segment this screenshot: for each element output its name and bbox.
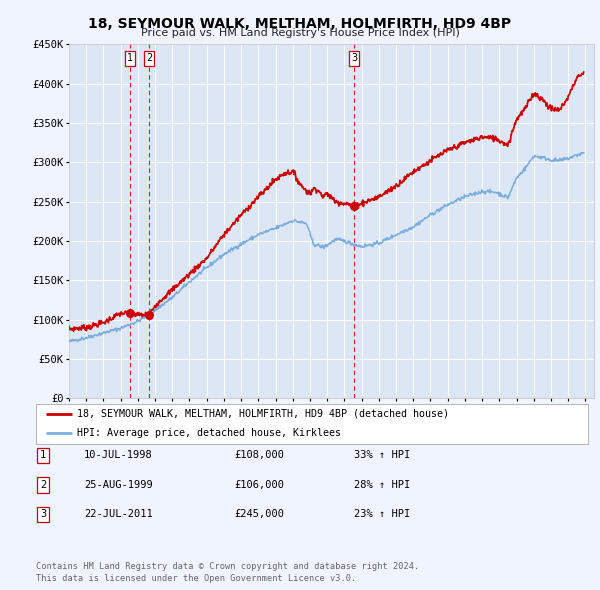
Text: 2: 2 <box>40 480 46 490</box>
Text: Price paid vs. HM Land Registry's House Price Index (HPI): Price paid vs. HM Land Registry's House … <box>140 28 460 38</box>
Text: HPI: Average price, detached house, Kirklees: HPI: Average price, detached house, Kirk… <box>77 428 341 438</box>
Text: 25-AUG-1999: 25-AUG-1999 <box>84 480 153 490</box>
Text: 10-JUL-1998: 10-JUL-1998 <box>84 451 153 460</box>
Text: 33% ↑ HPI: 33% ↑ HPI <box>354 451 410 460</box>
Text: 18, SEYMOUR WALK, MELTHAM, HOLMFIRTH, HD9 4BP: 18, SEYMOUR WALK, MELTHAM, HOLMFIRTH, HD… <box>88 17 512 31</box>
Text: 28% ↑ HPI: 28% ↑ HPI <box>354 480 410 490</box>
Text: £245,000: £245,000 <box>234 510 284 519</box>
Text: 3: 3 <box>40 510 46 519</box>
Text: 3: 3 <box>351 54 357 63</box>
Text: 23% ↑ HPI: 23% ↑ HPI <box>354 510 410 519</box>
Text: 18, SEYMOUR WALK, MELTHAM, HOLMFIRTH, HD9 4BP (detached house): 18, SEYMOUR WALK, MELTHAM, HOLMFIRTH, HD… <box>77 409 449 419</box>
Text: 1: 1 <box>40 451 46 460</box>
Text: Contains HM Land Registry data © Crown copyright and database right 2024.
This d: Contains HM Land Registry data © Crown c… <box>36 562 419 583</box>
Text: 22-JUL-2011: 22-JUL-2011 <box>84 510 153 519</box>
Text: 1: 1 <box>127 54 133 63</box>
Text: 2: 2 <box>146 54 152 63</box>
Text: £108,000: £108,000 <box>234 451 284 460</box>
Text: £106,000: £106,000 <box>234 480 284 490</box>
